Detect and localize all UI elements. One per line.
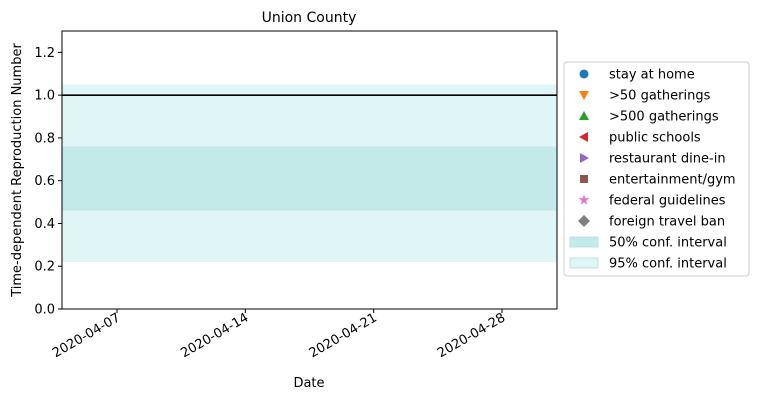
plot-area: 0.0 0.2 0.4 0.6 0.8 1.0 1.2 2020-04-07 2020-04-1…: [34, 30, 558, 361]
y-tick-label: 0.0: [34, 303, 55, 318]
legend-marker-star: [578, 194, 590, 205]
legend-item: 95% conf. interval: [569, 257, 727, 272]
legend-label: entertainment/gym: [609, 173, 736, 188]
x-axis-label: Date: [293, 376, 324, 391]
legend: stay at home >50 gatherings >500 gathering…: [563, 61, 750, 277]
legend-marker-triangle-left: [579, 132, 588, 142]
legend-label: >50 gatherings: [609, 89, 711, 104]
y-tick-label: 0.6: [34, 174, 55, 189]
legend-marker-triangle-up: [579, 111, 589, 120]
legend-item: entertainment/gym: [580, 173, 736, 188]
chart-title: Union County: [262, 10, 357, 26]
plot-frame: [61, 30, 558, 310]
x-tick-label: 2020-04-07: [50, 310, 123, 361]
legend-label: foreign travel ban: [609, 215, 725, 230]
legend-label: 95% conf. interval: [609, 257, 727, 272]
legend-marker-patch: [569, 236, 599, 248]
legend-label: public schools: [609, 131, 701, 146]
legend-label: restaurant dine-in: [609, 152, 726, 167]
legend-item: restaurant dine-in: [580, 152, 726, 167]
y-axis-label: Time-dependent Reproduction Number: [10, 43, 25, 298]
x-tick-label: 2020-04-28: [435, 310, 508, 361]
legend-box: [563, 61, 750, 277]
legend-item: >50 gatherings: [579, 89, 711, 104]
legend-item: foreign travel ban: [578, 215, 725, 230]
y-tick-label: 1.0: [34, 89, 55, 104]
x-tick-label: 2020-04-14: [178, 310, 251, 361]
legend-marker-diamond: [578, 215, 590, 227]
legend-label: federal guidelines: [609, 194, 726, 209]
legend-marker-patch: [569, 257, 599, 269]
legend-label: 50% conf. interval: [609, 236, 727, 251]
x-tick-label: 2020-04-21: [307, 310, 380, 361]
legend-marker-triangle-down: [579, 91, 589, 100]
legend-label: stay at home: [609, 68, 695, 83]
legend-item: >500 gatherings: [579, 110, 719, 125]
y-tick-label: 0.4: [34, 217, 55, 232]
legend-marker-square: [580, 175, 588, 183]
legend-item: public schools: [579, 131, 701, 146]
y-tick-label: 0.2: [34, 260, 55, 275]
legend-item: federal guidelines: [578, 194, 726, 209]
legend-item: stay at home: [579, 68, 695, 83]
legend-item: 50% conf. interval: [569, 236, 727, 251]
legend-marker-circle: [579, 69, 589, 79]
legend-label: >500 gatherings: [609, 110, 719, 125]
y-tick-label: 1.2: [34, 46, 55, 61]
y-tick-label: 0.8: [34, 131, 55, 146]
conf-band-50: [62, 146, 557, 211]
legend-marker-triangle-right: [580, 153, 589, 163]
